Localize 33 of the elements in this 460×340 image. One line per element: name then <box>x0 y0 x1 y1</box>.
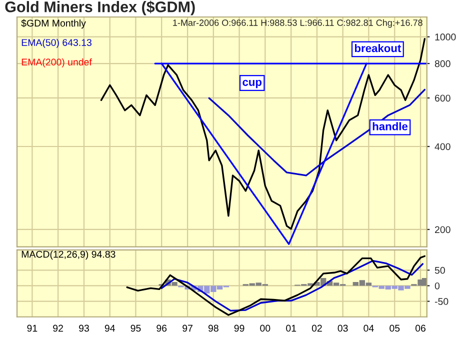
annotation: cup <box>242 80 262 88</box>
y-tick-label: 600 <box>435 94 450 102</box>
x-tick-label: 95 <box>130 324 141 332</box>
annotation: 1-Mar-2006 O:966.11 H:988.53 L:966.11 C:982.81 Chg:+16.78 <box>173 19 422 28</box>
text: EMA(50) 643.13 <box>22 38 92 48</box>
annotation: breakout <box>354 44 402 52</box>
x-tick-label: 97 <box>182 324 192 332</box>
x-tick-label: 98 <box>208 324 218 332</box>
x-tick-label: 91 <box>27 324 38 332</box>
x-tick-label: 96 <box>156 324 167 332</box>
x-tick-label: 06 <box>415 324 426 332</box>
y-tick-label: 200 <box>435 226 450 234</box>
y-tick-label: 0 <box>434 282 440 290</box>
text: $GDM Monthly <box>21 19 86 29</box>
x-tick-label: 05 <box>390 324 400 332</box>
legend-label: EMA(200) undef <box>22 58 92 68</box>
x-tick-label: 00 <box>260 324 270 332</box>
x-tick-label: 02 <box>312 324 322 332</box>
x-tick-label: 04 <box>364 324 374 332</box>
chart-title: Gold Miners Index ($GDM) <box>5 0 195 16</box>
x-tick-label: 94 <box>104 324 115 332</box>
annotation: handle <box>372 122 408 130</box>
y-tick-label: -50 <box>434 298 448 305</box>
x-tick-label: 03 <box>338 324 348 332</box>
y-tick-label: 400 <box>434 143 450 150</box>
x-tick-label: 99 <box>234 324 244 332</box>
x-tick-label: 93 <box>79 324 89 332</box>
x-tick-label: 01 <box>286 324 296 332</box>
y-tick-label: 800 <box>434 60 450 68</box>
y-tick-label: 1000 <box>435 34 456 40</box>
y-tick-label: 50 <box>434 266 445 274</box>
text: MACD(12,26,9) 94.83 <box>22 250 116 260</box>
x-tick-label: 92 <box>53 324 63 332</box>
